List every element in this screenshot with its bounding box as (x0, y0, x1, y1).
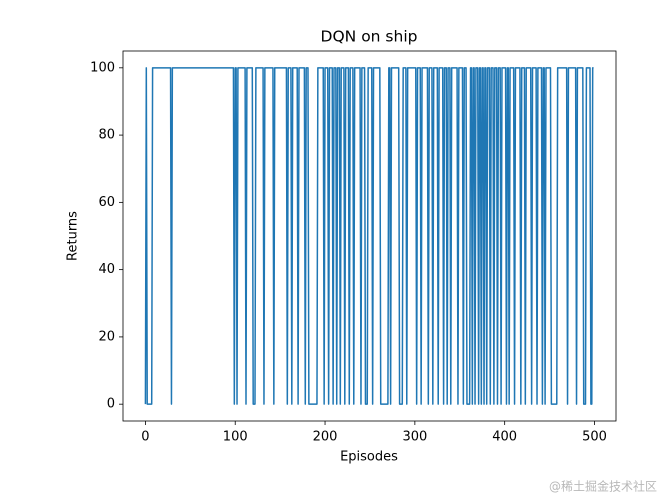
y-tick-label: 100 (90, 60, 115, 75)
x-tick-label: 0 (141, 430, 149, 445)
x-tick-label: 300 (402, 430, 427, 445)
x-tick-label: 400 (492, 430, 517, 445)
y-axis-label: Returns (66, 211, 81, 261)
line (144, 67, 594, 405)
y-tick-label: 40 (98, 262, 115, 277)
x-tick-label: 100 (223, 430, 248, 445)
x-tick-label: 200 (313, 430, 338, 445)
y-tick-label: 0 (107, 397, 115, 412)
chart-title: DQN on ship (321, 28, 418, 46)
y-tick-label: 80 (98, 128, 115, 143)
plot-frame (122, 50, 617, 422)
watermark: @稀土掘金技术社区 (549, 479, 657, 494)
x-axis-label: Episodes (340, 450, 398, 465)
x-tick-label: 500 (582, 430, 607, 445)
y-tick-label: 20 (98, 329, 115, 344)
y-tick-label: 60 (98, 195, 115, 210)
